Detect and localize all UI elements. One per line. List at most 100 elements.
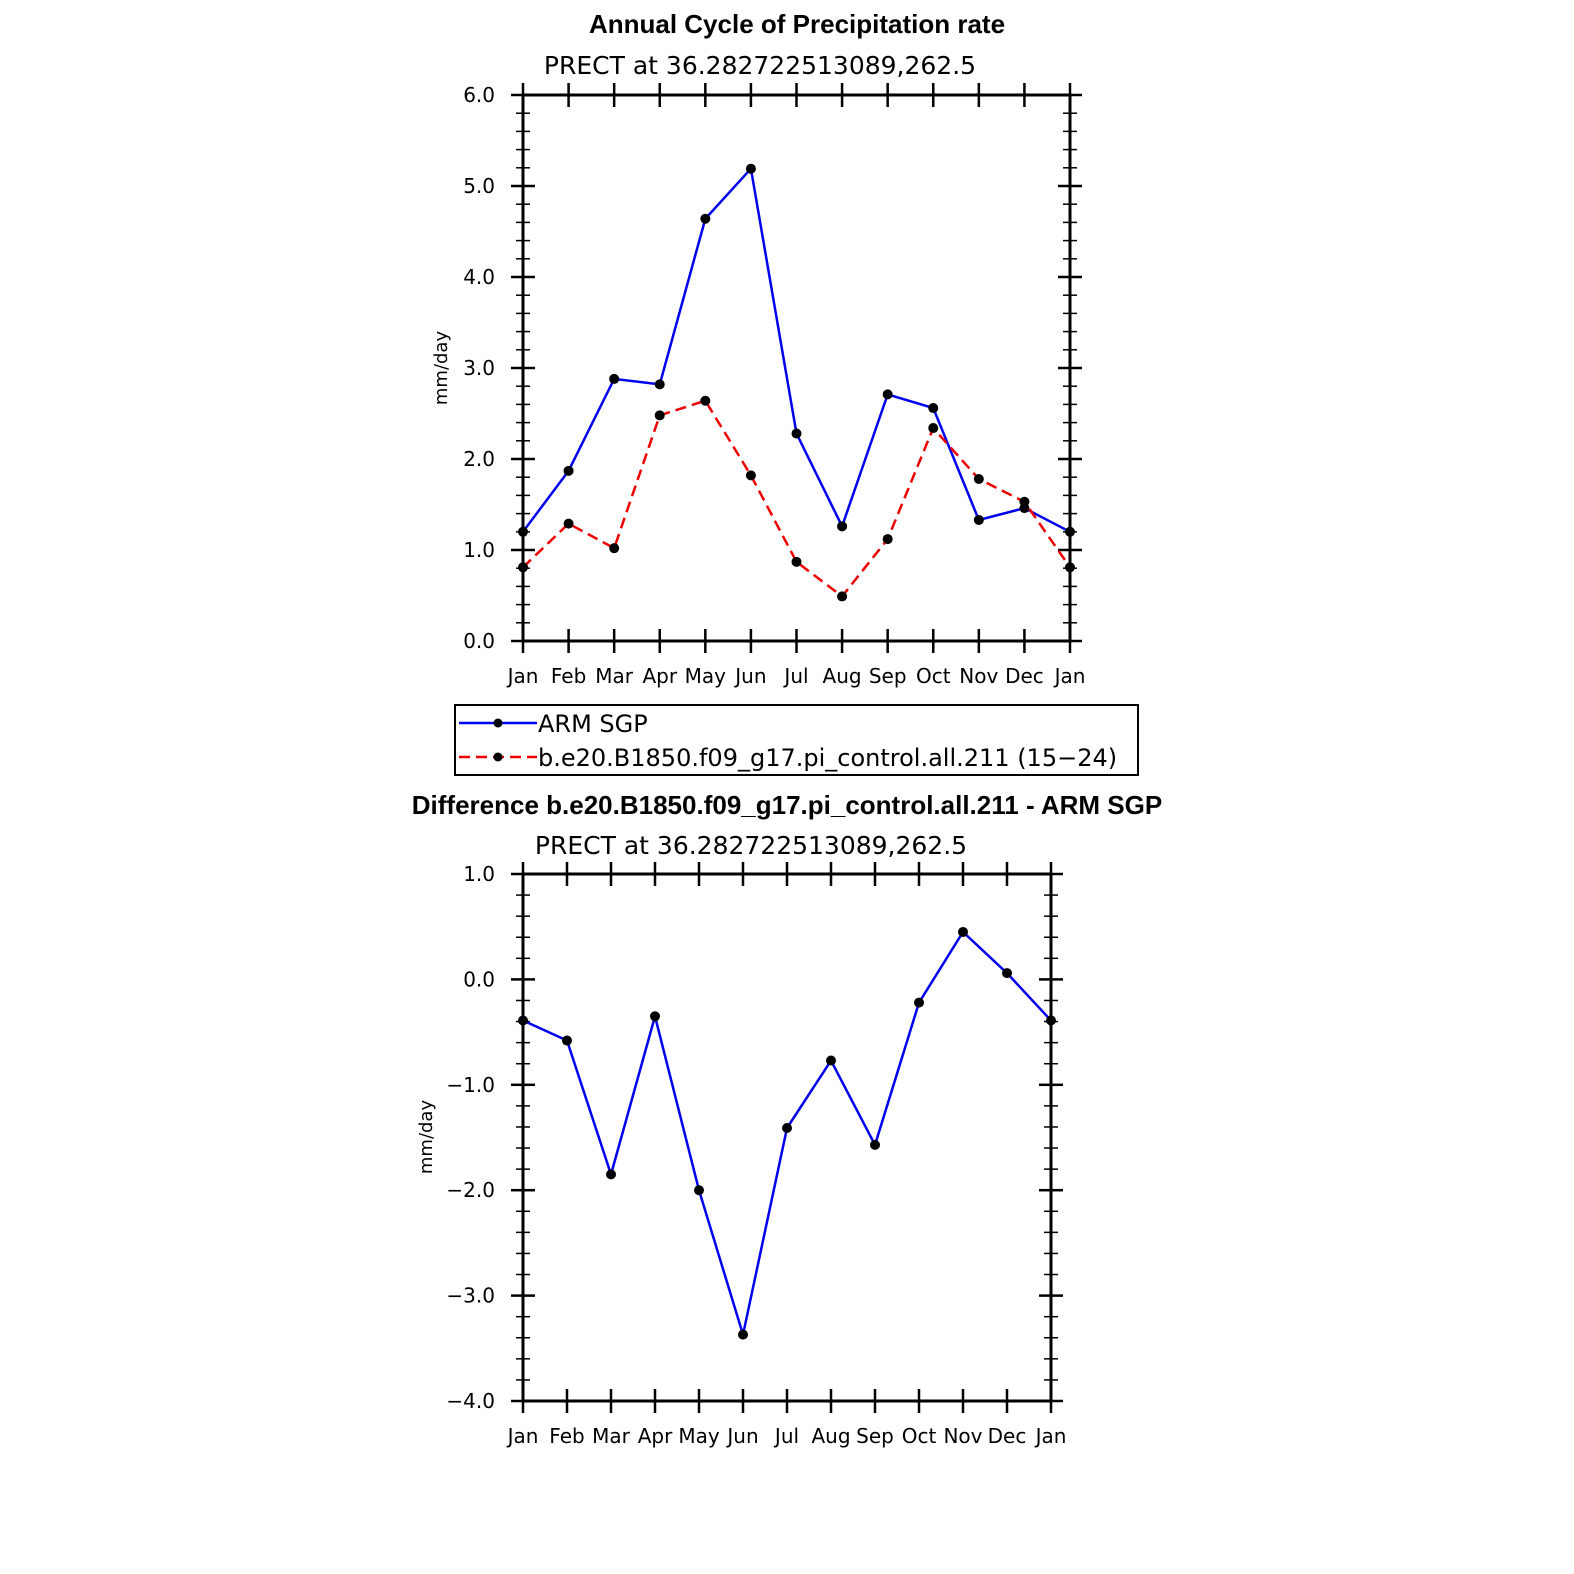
data-point xyxy=(606,1169,616,1180)
data-point xyxy=(563,465,574,476)
x-tick-label: Feb xyxy=(549,1424,584,1448)
legend-box xyxy=(454,704,1139,776)
x-tick-label: Feb xyxy=(551,664,586,688)
annual-cycle-chart: Annual Cycle of Precipitation rate PRECT… xyxy=(431,9,1139,776)
data-point xyxy=(518,562,528,573)
chart-subtitle: PRECT at 36.282722513089,262.5 xyxy=(535,831,967,860)
series-0 xyxy=(518,163,1075,537)
x-tick-labels: Jan Feb Mar Apr May Jun Jul Aug Sep Oct Nov Dec Jan xyxy=(506,1424,1067,1448)
data-point xyxy=(782,1123,792,1134)
data-point xyxy=(1046,1015,1056,1026)
data-point xyxy=(745,163,756,174)
y-tick-labels: 0.0 1.0 2.0 3.0 4.0 5.0 6.0 xyxy=(463,83,495,653)
data-point xyxy=(882,534,893,545)
data-point xyxy=(914,997,924,1008)
x-tick-label: Aug xyxy=(811,1424,850,1448)
data-point xyxy=(700,395,711,406)
series-1 xyxy=(518,395,1075,602)
y-tick-label: −4.0 xyxy=(446,1389,495,1413)
data-point xyxy=(650,1011,660,1022)
data-point xyxy=(562,1035,572,1046)
data-point xyxy=(518,526,528,537)
data-point xyxy=(958,926,968,937)
x-tick-label: Oct xyxy=(916,664,951,688)
x-tick-label: May xyxy=(685,664,727,688)
y-tick-label: 0.0 xyxy=(463,629,495,653)
data-point xyxy=(791,556,802,567)
legend-label-arm-sgp: ARM SGP xyxy=(538,710,648,738)
data-point xyxy=(654,379,665,390)
data-point xyxy=(826,1055,836,1066)
data-point xyxy=(563,518,574,529)
y-tick-label: −3.0 xyxy=(446,1284,495,1308)
data-point xyxy=(870,1139,880,1150)
x-tick-label: Sep xyxy=(856,1424,894,1448)
x-tick-label: Dec xyxy=(1005,664,1044,688)
data-point xyxy=(518,1015,528,1026)
data-point xyxy=(700,213,711,224)
y-tick-label: −1.0 xyxy=(446,1073,495,1097)
y-tick-labels: −4.0 −3.0 −2.0 −1.0 0.0 1.0 xyxy=(446,862,495,1413)
axis-ticks xyxy=(511,862,1063,1413)
series-lines xyxy=(518,926,1056,1340)
data-point xyxy=(738,1329,748,1340)
data-point xyxy=(837,521,848,532)
series-line xyxy=(522,930,1052,1340)
x-tick-label: Mar xyxy=(595,664,634,688)
y-tick-label: 5.0 xyxy=(463,174,495,198)
x-tick-label: Jan xyxy=(506,664,539,688)
x-tick-label: Jul xyxy=(773,1424,799,1448)
x-tick-label: May xyxy=(678,1424,720,1448)
x-tick-label: Apr xyxy=(642,664,677,688)
series-lines xyxy=(518,163,1075,602)
y-tick-label: 1.0 xyxy=(463,862,495,886)
data-point xyxy=(745,470,756,481)
y-tick-label: 4.0 xyxy=(463,265,495,289)
data-point xyxy=(654,410,665,421)
x-tick-label: Jan xyxy=(1053,664,1086,688)
x-tick-label: Sep xyxy=(869,664,907,688)
chart-title: Difference b.e20.B1850.f09_g17.pi_contro… xyxy=(412,790,1162,820)
data-point xyxy=(1019,496,1030,507)
x-tick-label: Jan xyxy=(506,1424,539,1448)
y-tick-label: 1.0 xyxy=(463,538,495,562)
legend-label-model: b.e20.B1850.f09_g17.pi_control.all.211 (… xyxy=(538,744,1117,772)
difference-chart: Difference b.e20.B1850.f09_g17.pi_contro… xyxy=(412,790,1162,1448)
x-tick-label: Nov xyxy=(943,1424,982,1448)
data-point xyxy=(837,591,848,602)
series-line xyxy=(521,165,1071,533)
x-tick-label: Aug xyxy=(823,664,862,688)
x-tick-label: Apr xyxy=(638,1424,673,1448)
data-point xyxy=(928,403,939,414)
y-tick-label: 0.0 xyxy=(463,967,495,991)
legend-marker-arm-sgp xyxy=(493,718,503,728)
chart-title: Annual Cycle of Precipitation rate xyxy=(589,9,1005,39)
y-tick-label: −2.0 xyxy=(446,1178,495,1202)
data-point xyxy=(694,1185,704,1196)
y-axis-label: mm/day xyxy=(431,331,452,406)
x-tick-label: Jun xyxy=(725,1424,758,1448)
data-point xyxy=(609,373,620,384)
series-0 xyxy=(518,926,1056,1340)
data-point xyxy=(882,389,893,400)
x-tick-label: Jul xyxy=(782,664,808,688)
x-tick-label: Mar xyxy=(592,1424,631,1448)
data-point xyxy=(791,428,802,439)
data-point xyxy=(1065,526,1075,537)
y-tick-label: 6.0 xyxy=(463,83,495,107)
data-point xyxy=(1002,968,1012,979)
legend: ARM SGP b.e20.B1850.f09_g17.pi_control.a… xyxy=(454,704,1139,776)
data-point xyxy=(928,423,939,434)
legend-marker-model xyxy=(493,752,503,762)
data-point xyxy=(1065,562,1075,573)
axis-ticks xyxy=(511,83,1082,653)
x-tick-labels: Jan Feb Mar Apr May Jun Jul Aug Sep Oct Nov Dec Jan xyxy=(506,664,1086,688)
y-tick-label: 2.0 xyxy=(463,447,495,471)
data-point xyxy=(609,543,620,554)
plot-frame xyxy=(521,872,1053,1403)
chart-subtitle: PRECT at 36.282722513089,262.5 xyxy=(544,51,976,80)
x-tick-label: Nov xyxy=(959,664,998,688)
data-point xyxy=(973,514,984,525)
x-tick-label: Oct xyxy=(902,1424,937,1448)
y-axis-label: mm/day xyxy=(416,1100,437,1175)
